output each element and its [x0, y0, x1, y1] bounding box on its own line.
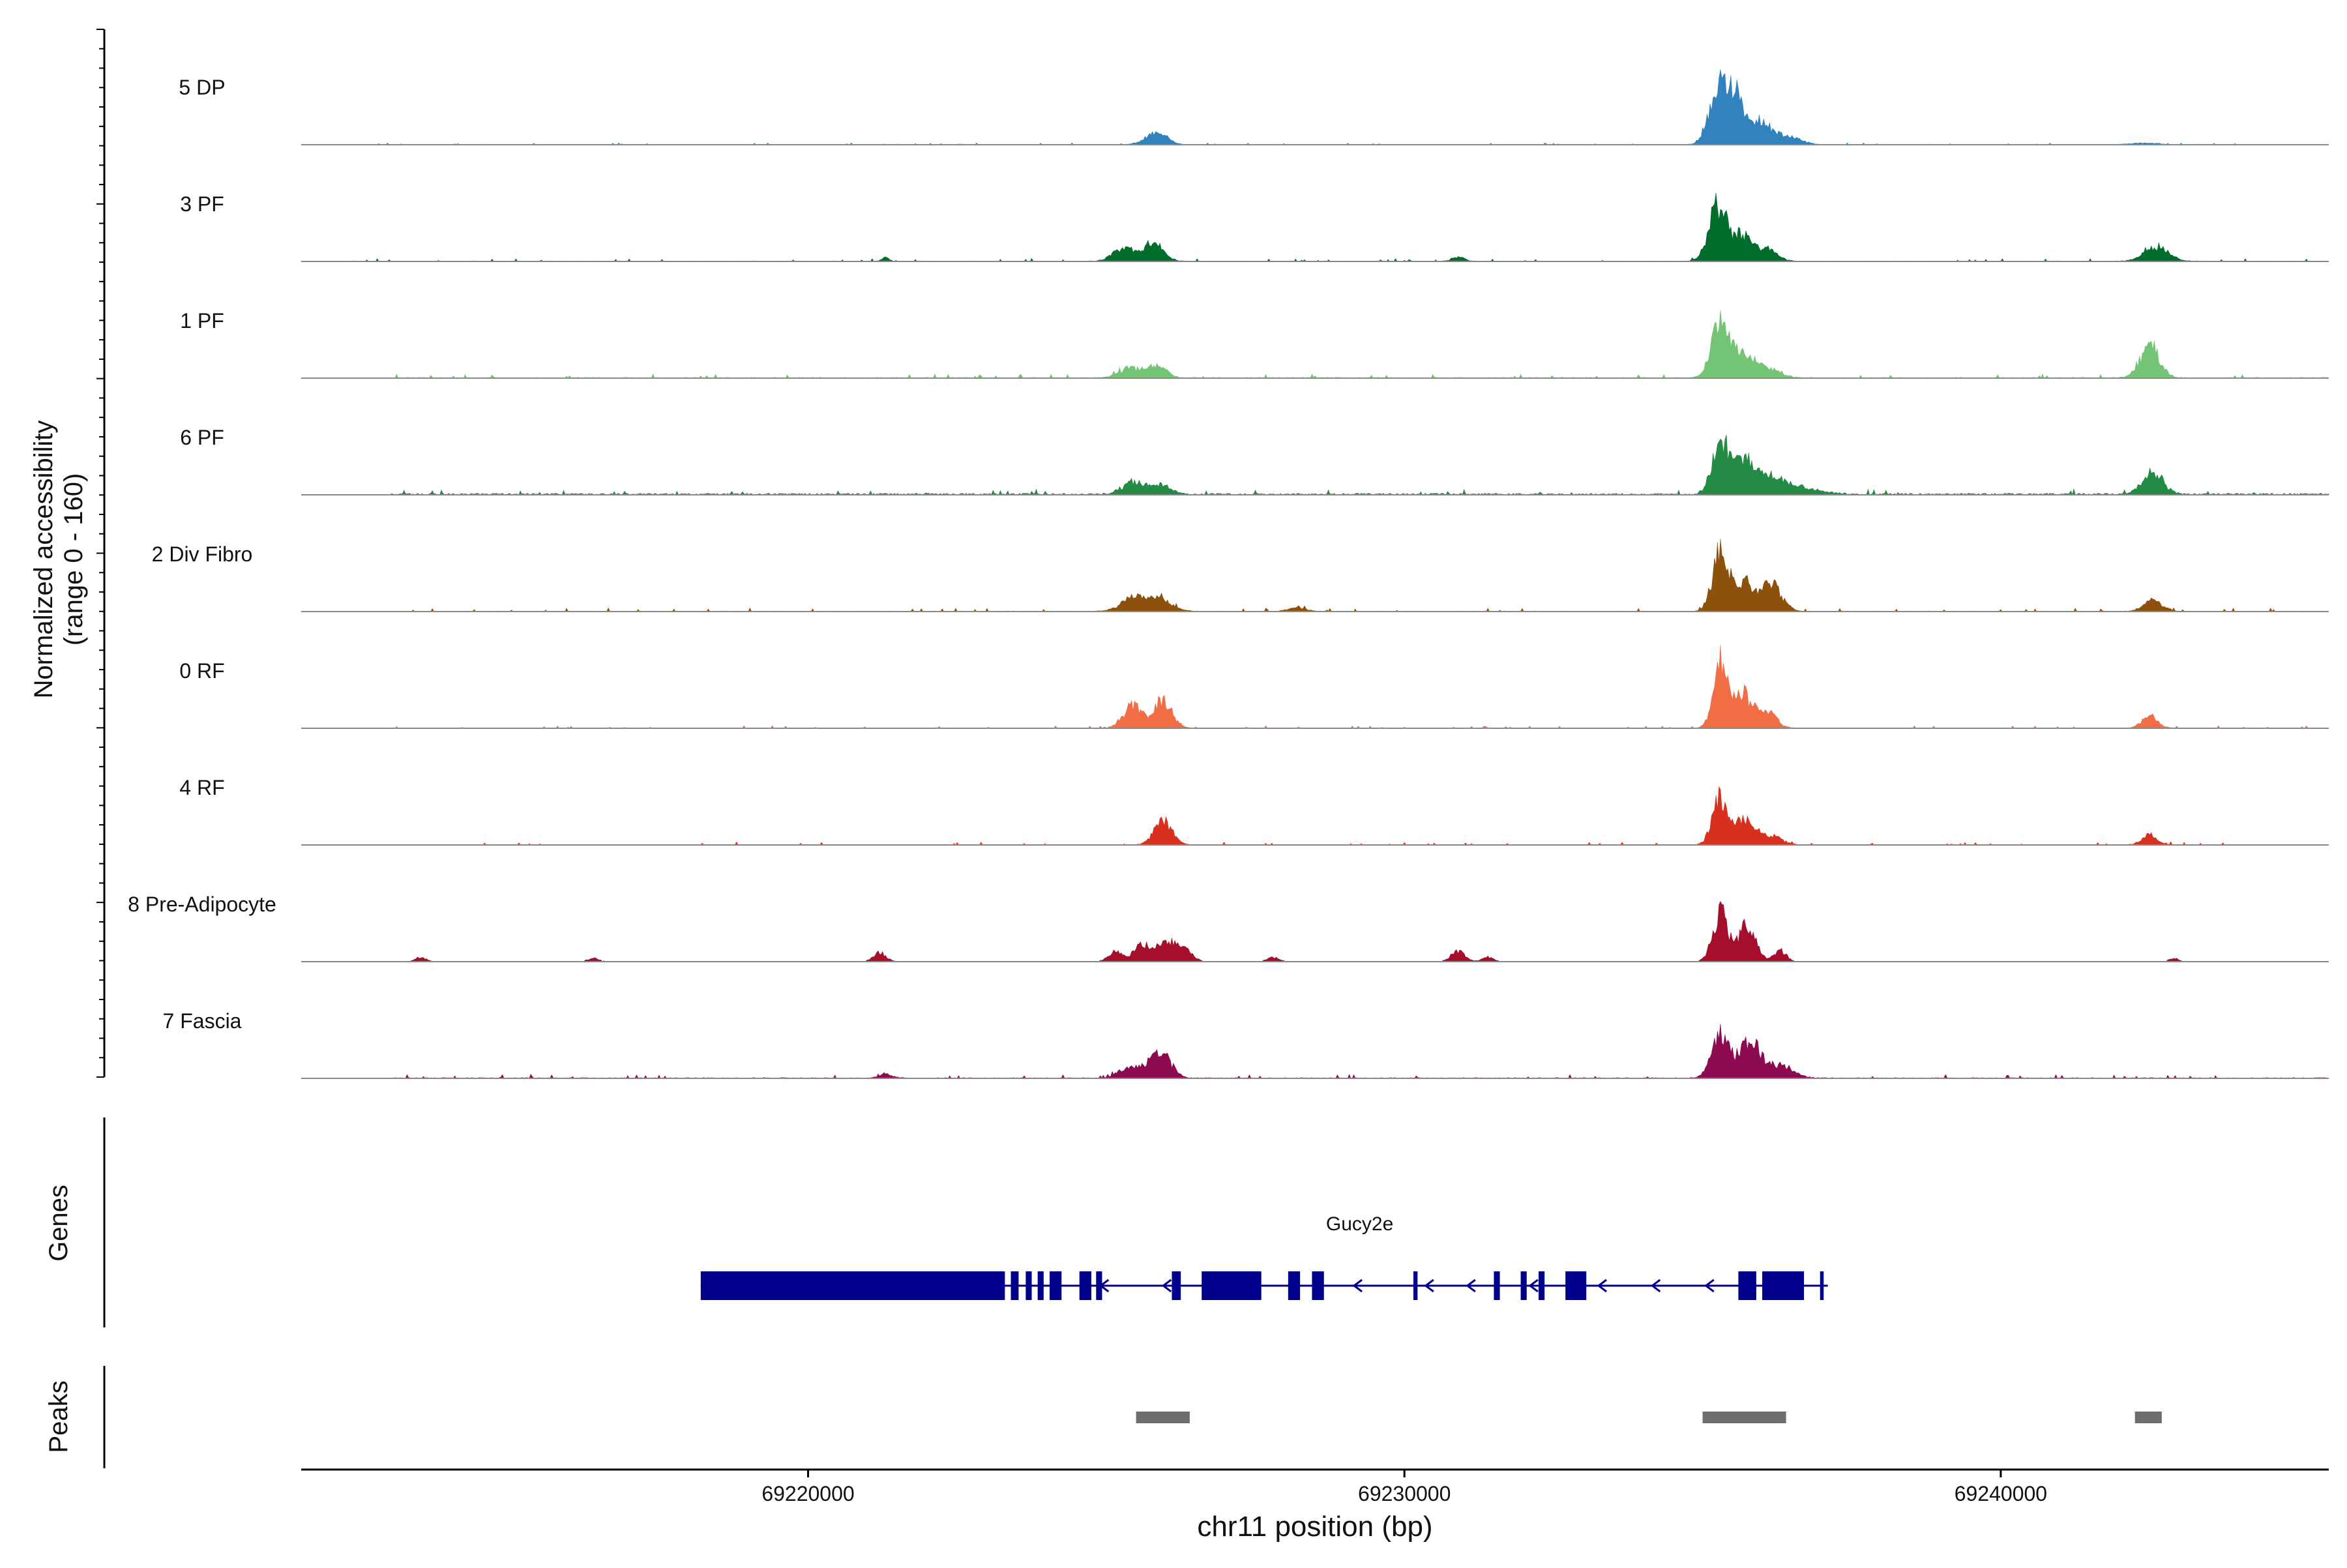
y-axis-title-line2: (range 0 - 160): [59, 473, 88, 646]
track-5-dp: [301, 69, 2329, 145]
gene-exon: [1026, 1271, 1032, 1300]
track-label: 8 Pre-Adipocyte: [128, 893, 276, 916]
gene-exon: [1049, 1271, 1062, 1300]
strand-arrow: [1099, 1279, 1110, 1293]
coverage-area: [390, 1024, 2329, 1079]
gene-exon: [700, 1271, 1005, 1300]
coverage-area: [301, 192, 2329, 262]
strand-arrow: [1424, 1279, 1434, 1293]
peak-region: [2134, 1412, 2162, 1423]
peak-regions: [1136, 1412, 2162, 1423]
gene-exon: [1288, 1271, 1301, 1300]
x-tick-label: 69230000: [1358, 1482, 1451, 1505]
gene-exon: [1520, 1271, 1527, 1300]
track-label: 2 Div Fibro: [152, 542, 253, 566]
strand-arrow: [1704, 1279, 1715, 1293]
track-labels: 5 DP 3 PF 1 PF 6 PF 2 Div Fibro 0 RF 4 RF 8 Pre…: [128, 76, 276, 1033]
track-label: 1 PF: [180, 309, 224, 333]
strand-arrow: [1597, 1279, 1607, 1293]
track-6-pf: [301, 434, 2329, 496]
track-label: 4 RF: [179, 776, 224, 799]
track-label: 5 DP: [179, 76, 225, 99]
track-7-fascia: [301, 1024, 2329, 1079]
track-1-pf: [301, 310, 2329, 379]
coverage-area: [301, 69, 2258, 145]
y-axis-title-line1: Normalized accessibility: [29, 421, 58, 699]
gene-exon: [1762, 1271, 1805, 1300]
coverage-y-ticks: [96, 29, 104, 1078]
coverage-area: [390, 539, 2329, 612]
track-8-pre-adipocyte: [301, 900, 2329, 962]
x-axis-title: chr11 position (bp): [1197, 1511, 1432, 1543]
track-label: 0 RF: [179, 659, 224, 683]
coverage-area: [390, 786, 2329, 846]
coverage-tracks: [301, 69, 2329, 1079]
x-tick-label: 69240000: [1955, 1482, 2047, 1505]
peak-region: [1702, 1412, 1786, 1423]
strand-arrow: [1352, 1279, 1363, 1293]
gene-exon: [1565, 1271, 1587, 1300]
gene-exon: [1494, 1271, 1500, 1300]
x-tick-label: 69220000: [761, 1482, 854, 1505]
track-4-rf: [301, 786, 2329, 846]
strand-arrow: [1528, 1279, 1539, 1293]
gene-exon: [1037, 1271, 1044, 1300]
track-3-pf: [301, 192, 2329, 262]
track-label: 7 Fascia: [163, 1009, 242, 1033]
gene-exon: [1011, 1271, 1019, 1300]
strand-arrow: [1466, 1279, 1476, 1293]
genes-panel-label: Genes: [44, 1185, 73, 1262]
gene-exon: [1820, 1271, 1824, 1300]
coverage-area: [390, 310, 2329, 379]
gene-exon: [1172, 1271, 1181, 1300]
peaks-panel-label: Peaks: [44, 1380, 73, 1453]
peak-region: [1136, 1412, 1190, 1423]
gene-exon: [1539, 1271, 1545, 1300]
strand-arrow: [1650, 1279, 1661, 1293]
strand-arrow: [1161, 1279, 1172, 1293]
coverage-area: [391, 644, 2329, 729]
gene-name: Gucy2e: [1326, 1213, 1393, 1235]
gene-exon: [1738, 1271, 1756, 1300]
gene-exon: [1079, 1271, 1091, 1300]
track-label: 6 PF: [180, 426, 224, 449]
gene-track: [700, 1271, 1828, 1300]
gene-exon: [1413, 1271, 1418, 1300]
track-2-div-fibro: [301, 539, 2329, 612]
gene-exon: [1202, 1271, 1262, 1300]
coverage-area: [390, 434, 2329, 496]
track-0-rf: [301, 644, 2329, 729]
track-label: 3 PF: [180, 192, 224, 216]
gene-exon: [1312, 1271, 1324, 1300]
coverage-area: [391, 900, 2329, 962]
x-axis-ticks: 69220000 69230000 69240000: [761, 1470, 2047, 1505]
